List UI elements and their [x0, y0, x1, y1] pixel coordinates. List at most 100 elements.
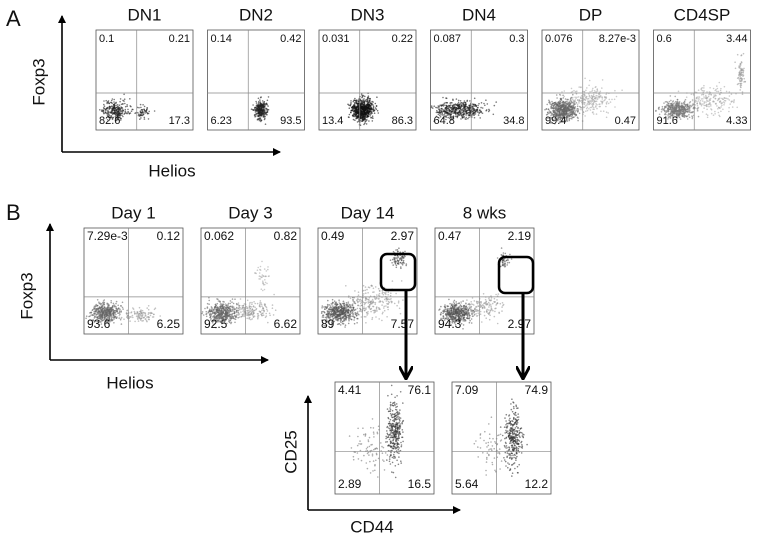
event-dot: [249, 307, 251, 309]
event-dot: [113, 322, 115, 324]
event-dot: [708, 100, 710, 102]
event-dot: [369, 113, 371, 115]
event-dot: [260, 276, 262, 278]
event-dot: [449, 107, 451, 109]
event-dot: [672, 106, 674, 108]
event-dot: [666, 110, 668, 112]
event-dot: [474, 109, 476, 111]
event-dot: [584, 91, 586, 93]
event-dot: [364, 106, 366, 108]
event-dot: [266, 309, 268, 311]
event-dot: [354, 98, 356, 100]
event-dot: [448, 110, 450, 112]
event-dot: [621, 89, 623, 91]
event-dot: [577, 104, 579, 106]
event-dot: [101, 109, 103, 111]
event-dot: [581, 95, 583, 97]
event-dot: [550, 111, 552, 113]
event-dot: [138, 313, 140, 315]
event-dot: [115, 303, 117, 305]
quadrant-percent: 0.031: [322, 33, 350, 45]
event-dot: [665, 105, 667, 107]
event-dot: [675, 109, 677, 111]
plot-title: CD4SP: [674, 5, 731, 24]
event-dot: [596, 113, 598, 115]
event-dot: [231, 322, 233, 324]
event-dot: [99, 314, 101, 316]
event-dot: [546, 108, 548, 110]
event-dot: [680, 106, 682, 108]
event-dot: [234, 322, 236, 324]
event-dot: [123, 318, 125, 320]
event-dot: [239, 316, 241, 318]
event-dot: [586, 98, 588, 100]
event-dot: [597, 99, 599, 101]
event-dot: [145, 312, 147, 314]
event-dot: [729, 91, 731, 93]
event-dot: [232, 313, 234, 315]
event-dot: [115, 108, 117, 110]
event-dot: [121, 317, 123, 319]
event-dot: [153, 316, 155, 318]
event-dot: [572, 113, 574, 115]
event-dot: [275, 309, 277, 311]
event-dot: [354, 105, 356, 107]
event-dot: [234, 319, 236, 321]
event-dot: [357, 113, 359, 115]
event-dot: [706, 109, 708, 111]
event-dot: [601, 87, 603, 89]
event-dot: [134, 313, 136, 315]
event-dot: [376, 105, 378, 107]
event-dot: [681, 105, 683, 107]
flow-plot: Day 30.0620.8292.56.62: [201, 203, 300, 334]
event-dot: [122, 103, 124, 105]
event-dot: [707, 117, 709, 119]
event-dot: [362, 96, 364, 98]
event-dot: [714, 111, 716, 113]
event-dot: [592, 88, 594, 90]
event-dot: [118, 110, 120, 112]
event-dot: [717, 108, 719, 110]
event-dot: [602, 98, 604, 100]
event-dot: [460, 102, 462, 104]
event-dot: [688, 109, 690, 111]
event-dot: [203, 314, 205, 316]
event-dot: [229, 303, 231, 305]
event-dot: [228, 308, 230, 310]
event-dot: [483, 103, 485, 105]
plot-title: Day 1: [111, 203, 155, 222]
event-dot: [705, 105, 707, 107]
event-dot: [591, 95, 593, 97]
event-dot: [150, 315, 152, 317]
event-dot: [367, 106, 369, 108]
event-dot: [561, 112, 563, 114]
event-dot: [674, 102, 676, 104]
event-dot: [267, 105, 269, 107]
event-dot: [238, 302, 240, 304]
event-dot: [137, 312, 139, 314]
quadrant-percent: 0.1: [99, 33, 114, 45]
event-dot: [93, 313, 95, 315]
event-dot: [463, 116, 465, 118]
event-dot: [741, 68, 743, 70]
event-dot: [127, 111, 129, 113]
event-dot: [258, 119, 260, 121]
event-dot: [376, 108, 378, 110]
event-dot: [681, 109, 683, 111]
event-dot: [243, 312, 245, 314]
event-dot: [215, 304, 217, 306]
event-dot: [101, 315, 103, 317]
event-dot: [367, 110, 369, 112]
event-dot: [453, 105, 455, 107]
event-dot: [367, 97, 369, 99]
event-dot: [466, 110, 468, 112]
event-dot: [262, 290, 264, 292]
event-dot: [362, 119, 364, 121]
event-dot: [698, 89, 700, 91]
event-dot: [120, 98, 122, 100]
event-dot: [107, 112, 109, 114]
event-dot: [669, 101, 671, 103]
event-dot: [682, 116, 684, 118]
plot-title: Day 3: [228, 203, 272, 222]
event-dot: [344, 326, 346, 328]
